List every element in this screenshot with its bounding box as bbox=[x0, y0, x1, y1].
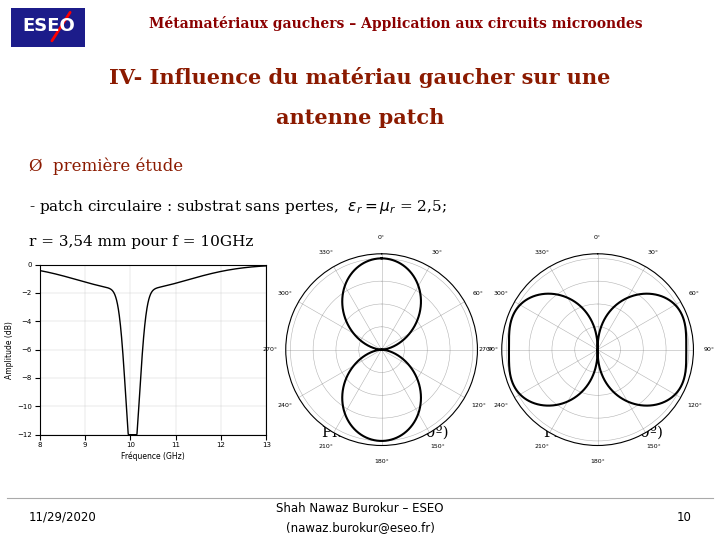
Text: antenne patch: antenne patch bbox=[276, 107, 444, 127]
Text: ESEO: ESEO bbox=[22, 17, 75, 35]
Text: r = 3,54 mm pour f = 10GHz: r = 3,54 mm pour f = 10GHz bbox=[29, 235, 253, 249]
Text: Métamatériaux gauchers – Application aux circuits microondes: Métamatériaux gauchers – Application aux… bbox=[149, 16, 643, 31]
Text: Plan H (ϕ = 0º): Plan H (ϕ = 0º) bbox=[544, 425, 663, 440]
Text: Plan E (ϕ = 90º): Plan E (ϕ = 90º) bbox=[322, 425, 449, 440]
Text: 10: 10 bbox=[676, 510, 691, 524]
Text: - patch circulaire : substrat sans pertes,  $\varepsilon_r = \mu_r$ = 2,5;: - patch circulaire : substrat sans perte… bbox=[29, 198, 446, 216]
FancyBboxPatch shape bbox=[11, 8, 85, 48]
X-axis label: Fréquence (GHz): Fréquence (GHz) bbox=[121, 451, 185, 461]
Text: $S_{11}$ (dB): $S_{11}$ (dB) bbox=[124, 419, 186, 437]
Text: 11/29/2020: 11/29/2020 bbox=[29, 510, 96, 524]
Text: Shah Nawaz Burokur – ESEO: Shah Nawaz Burokur – ESEO bbox=[276, 502, 444, 515]
Y-axis label: Amplitude (dB): Amplitude (dB) bbox=[5, 321, 14, 379]
Text: Ø  première étude: Ø première étude bbox=[29, 158, 183, 176]
Text: IV- Influence du matériau gaucher sur une: IV- Influence du matériau gaucher sur un… bbox=[109, 67, 611, 88]
Text: (nawaz.burokur@eseo.fr): (nawaz.burokur@eseo.fr) bbox=[286, 521, 434, 534]
